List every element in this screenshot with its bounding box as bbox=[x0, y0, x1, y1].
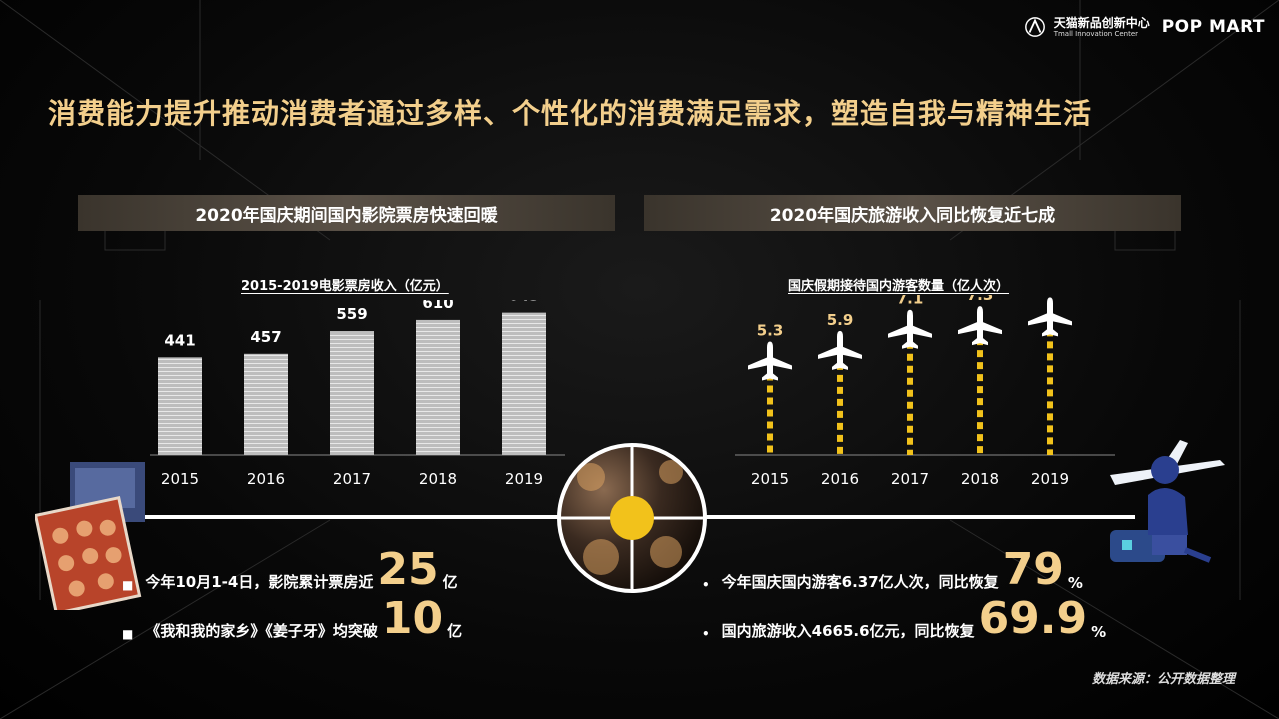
data-label: 610 bbox=[422, 300, 453, 312]
cinema-concert-photo bbox=[557, 443, 707, 593]
stat-prefix: 《我和我的家乡》《姜子牙》均突破 bbox=[145, 622, 378, 640]
bullet-icon: ■ bbox=[122, 627, 134, 641]
box-office-chart: 441 2015 457 2016 559 2017 610 2018 643 2019 bbox=[150, 300, 565, 488]
timeline-right bbox=[705, 515, 1135, 519]
tick-label: 2017 bbox=[333, 470, 371, 488]
stat-value: 25 bbox=[377, 544, 439, 595]
tick-label: 2018 bbox=[419, 470, 457, 488]
page-title: 消费能力提升推动消费者通过多样、个性化的消费满足需求，塑造自我与精神生活 bbox=[48, 97, 1093, 130]
stat-suffix: 亿 bbox=[447, 622, 463, 640]
tick-label: 2016 bbox=[247, 470, 285, 488]
tourists-chart-title: 国庆假期接待国内游客数量（亿人次） bbox=[788, 279, 1010, 294]
header-logos: 天猫新品创新中心 Tmall Innovation Center POP MAR… bbox=[1024, 16, 1265, 38]
stat-value: 79 bbox=[1002, 544, 1064, 595]
tick-label: 2017 bbox=[891, 470, 929, 488]
data-label: 559 bbox=[336, 305, 367, 323]
data-label: 457 bbox=[250, 328, 281, 346]
bar bbox=[416, 319, 460, 455]
timeline-left bbox=[145, 515, 560, 519]
stat-value: 69.9 bbox=[978, 593, 1088, 644]
movie-posters-image bbox=[35, 462, 145, 610]
data-source-note: 数据来源：公开数据整理 bbox=[1091, 672, 1235, 687]
tourists-stat: • 今年国庆国内游客6.37亿人次，同比恢复 79 % bbox=[702, 544, 1083, 595]
stat-suffix: % bbox=[1091, 623, 1107, 641]
tick-label: 2019 bbox=[1031, 470, 1069, 488]
tmall-innovation-logo-icon bbox=[1024, 17, 1045, 37]
right-section-title: 2020年国庆旅游收入同比恢复近七成 bbox=[644, 195, 1181, 231]
data-label: 643 bbox=[508, 300, 539, 305]
stat-prefix: 今年国庆国内游客6.37亿人次，同比恢复 bbox=[721, 573, 999, 591]
movies-stat: ■ 《我和我的家乡》《姜子牙》均突破 10 亿 bbox=[122, 593, 463, 644]
bullet-icon: ■ bbox=[122, 578, 134, 592]
left-section-title: 2020年国庆期间国内影院票房快速回暖 bbox=[78, 195, 615, 231]
airplane-icon bbox=[958, 306, 1002, 346]
stat-prefix: 国内旅游收入4665.6亿元，同比恢复 bbox=[721, 622, 975, 640]
bar bbox=[502, 312, 546, 455]
popmart-logo: POP MART bbox=[1161, 17, 1265, 37]
data-label: 7.3 bbox=[967, 295, 994, 304]
tmall-cn-text: 天猫新品创新中心 bbox=[1053, 15, 1150, 30]
airplane-icon bbox=[888, 309, 932, 349]
traveler-illustration bbox=[1110, 440, 1225, 563]
tick-label: 2015 bbox=[751, 470, 789, 488]
bar bbox=[244, 353, 288, 455]
stat-suffix: 亿 bbox=[442, 573, 458, 591]
airplane-icon bbox=[1028, 297, 1072, 337]
data-label: 5.3 bbox=[757, 321, 784, 339]
tourism-revenue-stat: • 国内旅游收入4665.6亿元，同比恢复 69.9 % bbox=[702, 593, 1107, 644]
stat-value: 10 bbox=[381, 593, 444, 644]
airplane-icon bbox=[818, 330, 862, 370]
data-label: 5.9 bbox=[827, 311, 854, 329]
tick-label: 2019 bbox=[505, 470, 543, 488]
data-label: 441 bbox=[164, 331, 195, 349]
stat-suffix: % bbox=[1067, 574, 1083, 592]
bullet-icon: • bbox=[702, 627, 710, 641]
box-office-chart-title: 2015-2019电影票房收入（亿元） bbox=[241, 279, 449, 294]
tick-label: 2018 bbox=[961, 470, 999, 488]
tick-label: 2016 bbox=[821, 470, 859, 488]
box-office-stat: ■ 今年10月1-4日，影院累计票房近 25 亿 bbox=[122, 544, 458, 595]
tick-label: 2015 bbox=[161, 470, 199, 488]
stat-prefix: 今年10月1-4日，影院累计票房近 bbox=[145, 573, 374, 591]
airplane-icon bbox=[748, 341, 792, 381]
bar bbox=[330, 331, 374, 455]
bar bbox=[158, 357, 202, 455]
data-label: 7.1 bbox=[897, 295, 924, 308]
bullet-icon: • bbox=[702, 578, 710, 592]
tmall-en-text: Tmall Innovation Center bbox=[1053, 29, 1139, 38]
